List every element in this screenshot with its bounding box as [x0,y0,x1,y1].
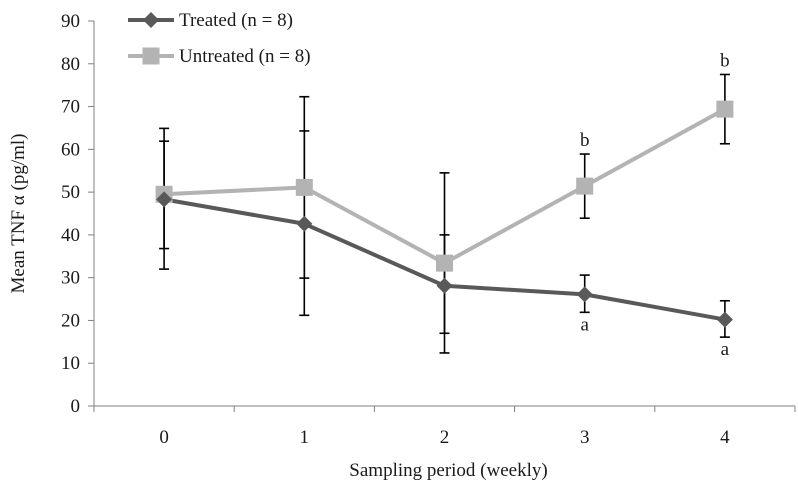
axes: 0 10 20 30 40 50 60 70 80 90 0 1 2 3 4 [61,11,796,448]
data-point [716,311,733,328]
significance-label: b [580,130,590,151]
series-markers [155,100,734,328]
data-point [295,178,313,196]
legend-label: Untreated (n = 8) [179,46,311,67]
y-tick-label: 60 [61,139,80,160]
data-point [576,177,594,195]
significance-label: b [720,50,730,71]
x-tick-label: 0 [159,427,169,448]
x-tick-label: 4 [720,427,730,448]
y-tick-label: 0 [71,396,81,417]
legend-marker [142,47,160,65]
significance-label: a [721,339,730,360]
x-tick-label: 3 [580,427,590,448]
y-tick-label: 20 [61,310,80,331]
data-point [576,286,593,303]
legend-marker [143,12,159,28]
data-point [436,254,453,272]
x-tick-label: 1 [300,427,310,448]
data-point [156,191,173,208]
annotations: a a b b [580,50,730,360]
y-tick-label: 70 [61,97,80,118]
y-tick-label: 80 [61,54,80,75]
significance-label: a [580,314,589,335]
legend-label: Treated (n = 8) [179,10,293,31]
data-point [436,277,453,294]
x-axis-title: Sampling period (weekly) [349,460,547,481]
y-tick-label: 10 [61,353,80,374]
y-axis-title: Mean TNF α (pg/ml) [8,133,29,293]
y-tick-label: 90 [61,11,80,32]
y-tick-label: 30 [61,268,80,289]
data-point [716,100,734,118]
y-tick-label: 50 [61,182,80,203]
legend: Treated (n = 8) Untreated (n = 8) [128,10,311,67]
y-tick-label: 40 [61,225,80,246]
x-tick-label: 2 [440,427,450,448]
data-point [296,215,313,232]
